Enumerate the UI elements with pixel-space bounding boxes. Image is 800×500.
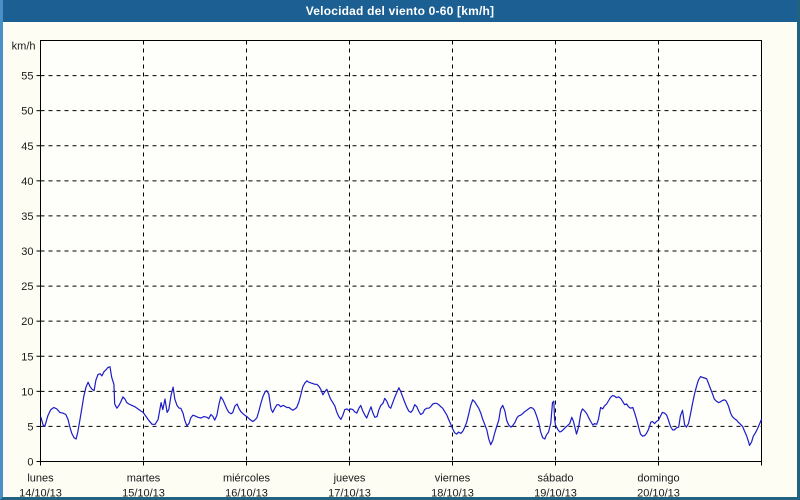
- day-date-label: 19/10/13: [534, 488, 577, 498]
- y-tick-label: 0: [27, 457, 33, 469]
- y-tick-label: 25: [21, 281, 33, 293]
- day-date-label: 14/10/13: [19, 488, 62, 498]
- y-tick-label: 20: [21, 316, 33, 328]
- chart-title: Velocidad del viento 0-60 [km/h]: [305, 4, 495, 18]
- day-date-label: 15/10/13: [122, 488, 165, 498]
- y-tick-label: 15: [21, 351, 33, 363]
- day-name-label: lunes: [27, 473, 54, 485]
- y-tick-label: 5: [27, 421, 33, 433]
- y-tick-label: 45: [21, 141, 33, 153]
- day-date-label: 18/10/13: [431, 488, 474, 498]
- day-date-label: 20/10/13: [637, 488, 680, 498]
- y-tick-label: 55: [21, 71, 33, 83]
- day-name-label: miércoles: [223, 473, 271, 485]
- day-date-label: 16/10/13: [225, 488, 268, 498]
- day-date-label: 17/10/13: [328, 488, 371, 498]
- y-tick-label: 30: [21, 246, 33, 258]
- y-tick-label: 40: [21, 176, 33, 188]
- wind-speed-chart: 0 5 10 15 20 25 30 35 40 45 50 55 km/h lunes 14/10/13 m…: [12, 40, 763, 498]
- day-name-label: sábado: [537, 473, 573, 485]
- day-name-label: jueves: [333, 473, 366, 485]
- day-name-label: domingo: [637, 473, 679, 485]
- wind-speed-line: [40, 366, 763, 446]
- day-name-label: viernes: [435, 473, 471, 485]
- y-tick-label: 50: [21, 106, 33, 118]
- day-name-label: martes: [127, 473, 161, 485]
- y-axis-unit-label: km/h: [12, 41, 36, 53]
- chart-title-bar: Velocidad del viento 0-60 [km/h]: [3, 0, 797, 22]
- y-tick-label: 35: [21, 211, 33, 223]
- y-tick-label: 10: [21, 386, 33, 398]
